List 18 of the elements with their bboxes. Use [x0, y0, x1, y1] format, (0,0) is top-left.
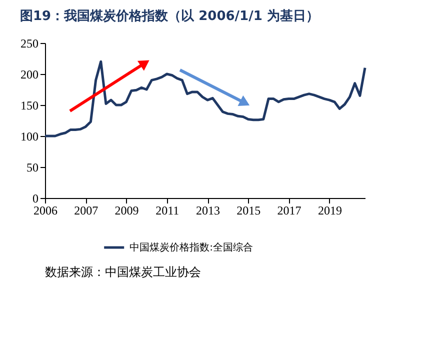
y-tick-label: 200 [20, 68, 38, 82]
y-tick-label: 100 [20, 130, 38, 144]
legend-label: 中国煤炭价格指数:全国综合 [130, 242, 253, 254]
chart-title: 图19：我国煤炭价格指数（以 2006/1/1 为基日） [20, 8, 319, 24]
x-tick-label: 2019 [318, 204, 342, 218]
x-tick-label: 2007 [74, 204, 98, 218]
x-tick-label: 2009 [114, 204, 139, 218]
x-tick-label: 2006 [34, 204, 58, 218]
y-tick-label: 250 [20, 36, 38, 50]
source-note: 数据来源：中国煤炭工业协会 [45, 265, 201, 279]
x-tick-label: 2011 [156, 204, 180, 218]
x-tick-label: 2017 [277, 204, 302, 218]
y-tick-label: 0 [32, 192, 38, 206]
y-tick-label: 150 [20, 98, 38, 112]
x-tick-label: 2013 [196, 204, 220, 218]
y-tick-label: 50 [26, 160, 38, 174]
x-tick-label: 2015 [236, 204, 261, 218]
line-series [44, 60, 366, 138]
